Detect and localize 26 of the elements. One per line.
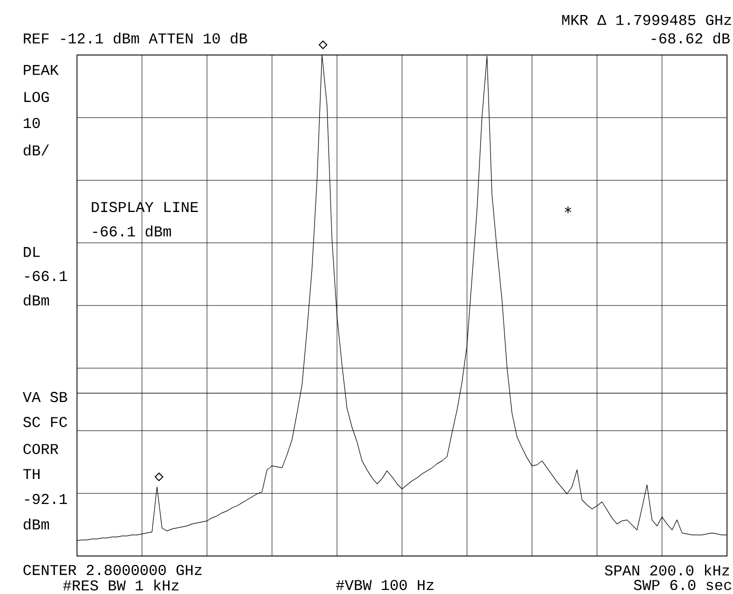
text: TH xyxy=(23,469,40,479)
annotation: DISPLAY LINE xyxy=(92,202,198,212)
annotation: -66.1 dBm xyxy=(93,225,171,237)
text: 10 xyxy=(24,118,40,128)
text: -92.1 xyxy=(25,494,67,504)
text: SC FC xyxy=(23,416,68,428)
text: dBm xyxy=(24,294,49,306)
text: -68.62 dB xyxy=(652,32,730,44)
annotation: ◇ xyxy=(154,472,164,482)
text: dBm xyxy=(24,518,49,530)
annotation: * xyxy=(564,206,572,214)
text: -66.1 xyxy=(25,270,67,282)
text: #VBW 100 Hz xyxy=(336,580,434,590)
text: SPAN 200.0 kHz xyxy=(604,564,730,576)
text: CORR xyxy=(24,444,58,454)
text: MKR Δ 1.7999485 GHz xyxy=(562,14,732,26)
text: dB/ xyxy=(24,144,49,156)
text: LOG xyxy=(24,92,49,102)
text: #RES BW 1 kHz xyxy=(63,579,179,590)
text: CENTER 2.8000000 GHz xyxy=(24,564,202,576)
text: SWP 6.0 sec xyxy=(634,580,732,590)
text: ◇ xyxy=(318,40,328,50)
text: PEAK xyxy=(24,65,59,75)
text: REF -12.1 dBm ATTEN 10 dB xyxy=(24,32,248,44)
text: DL xyxy=(24,247,40,257)
text: VA SB xyxy=(22,392,68,402)
